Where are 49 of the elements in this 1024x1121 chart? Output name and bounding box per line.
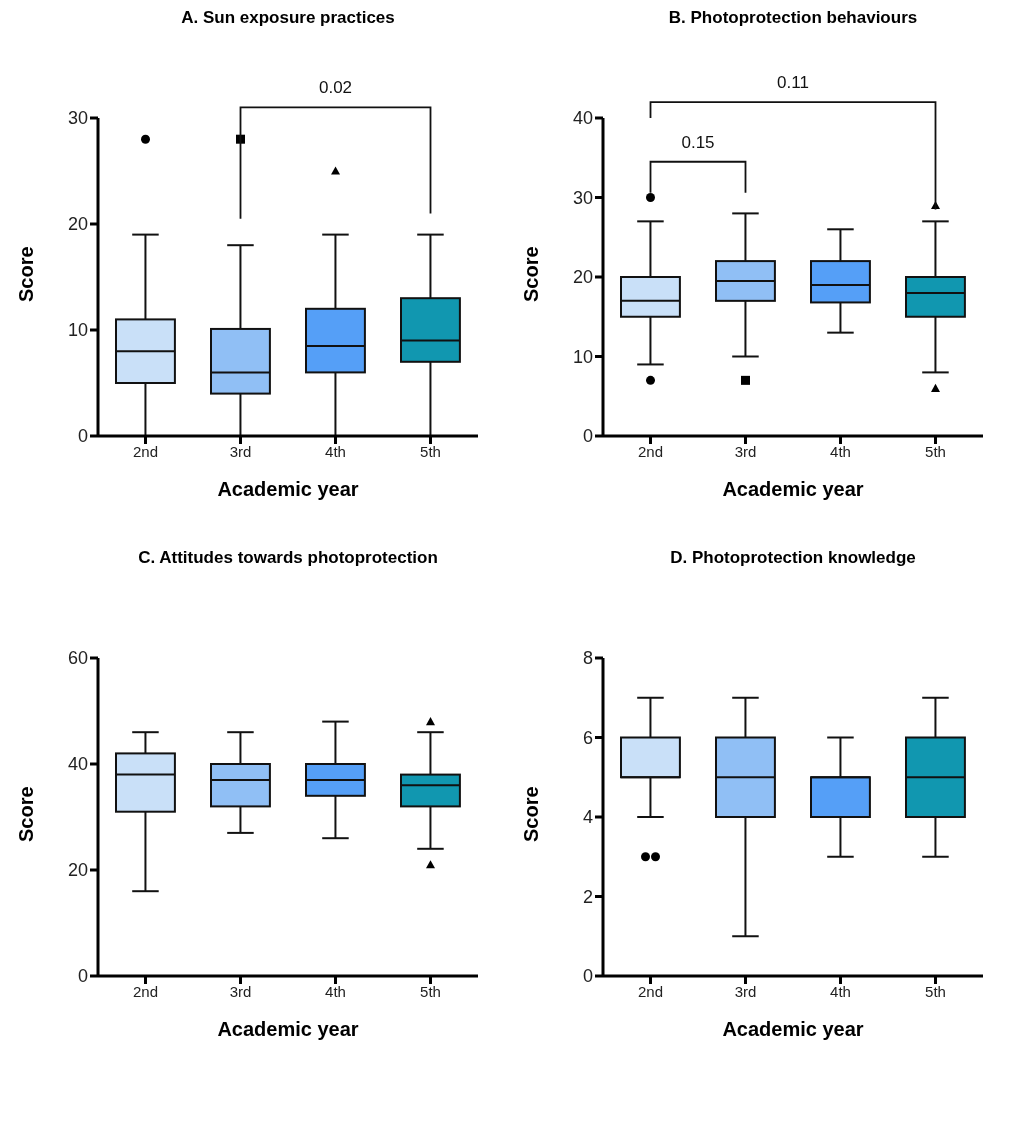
y-tick-label: 30 [572, 187, 593, 208]
y-tick-label: 6 [582, 727, 593, 748]
chart-title: D. Photoprotection knowledge [669, 548, 917, 569]
chart-title: A. Sun exposure practices [180, 8, 396, 29]
x-tick-label: 5th [925, 442, 946, 460]
text: 0.02 [318, 78, 353, 98]
x-axis-title: Academic year [722, 478, 864, 500]
y-tick-label: 30 [67, 108, 88, 129]
x-tick-label: 4th [325, 982, 346, 1000]
x-axis-title: Academic year [722, 1018, 864, 1040]
x-tick-label: 2nd [132, 982, 159, 1000]
y-tick-label: 40 [67, 754, 88, 775]
y-tick-label: 60 [67, 648, 88, 669]
x-tick-label: 4th [325, 442, 346, 460]
x-axis-title: Academic year [217, 1018, 359, 1040]
y-axis-title: Score [15, 786, 38, 842]
x-axis-title: Academic year [217, 478, 359, 500]
y-axis-title: Score [520, 246, 543, 302]
x-tick-label: 4th [830, 982, 851, 1000]
y-axis-title: Score [15, 246, 38, 302]
y-tick-label: 2 [582, 886, 593, 907]
y-tick-label: 8 [582, 648, 593, 669]
y-tick-label: 20 [67, 214, 88, 235]
text: 0.11 [777, 73, 809, 93]
x-tick-label: 2nd [132, 442, 159, 460]
y-tick-label: 0 [582, 426, 593, 447]
x-tick-label: 4th [830, 442, 851, 460]
x-tick-label: 3rd [734, 982, 757, 1000]
y-tick-label: 4 [582, 807, 593, 828]
x-tick-label: 2nd [637, 982, 664, 1000]
x-tick-label: 3rd [229, 442, 252, 460]
x-tick-label: 2nd [637, 442, 664, 460]
y-tick-label: 0 [77, 426, 88, 447]
y-tick-label: 10 [572, 346, 593, 367]
x-tick-label: 3rd [229, 982, 252, 1000]
annotation: 0.15 [681, 132, 715, 152]
y-tick-label: 20 [67, 860, 88, 881]
chart-title: C. Attitudes towards photoprotection [137, 548, 439, 569]
y-tick-label: 20 [572, 267, 593, 288]
chart-title: B. Photoprotection behaviours [667, 8, 919, 29]
y-tick-label: 0 [582, 966, 593, 987]
y-tick-label: 0 [77, 966, 88, 987]
y-tick-label: 10 [67, 320, 88, 341]
x-tick-label: 5th [420, 982, 441, 1000]
x-tick-label: 3rd [734, 442, 757, 460]
y-tick-label: 40 [572, 108, 593, 129]
y-axis-title: Score [520, 786, 543, 842]
x-tick-label: 5th [420, 442, 441, 460]
x-tick-label: 5th [925, 982, 946, 1000]
